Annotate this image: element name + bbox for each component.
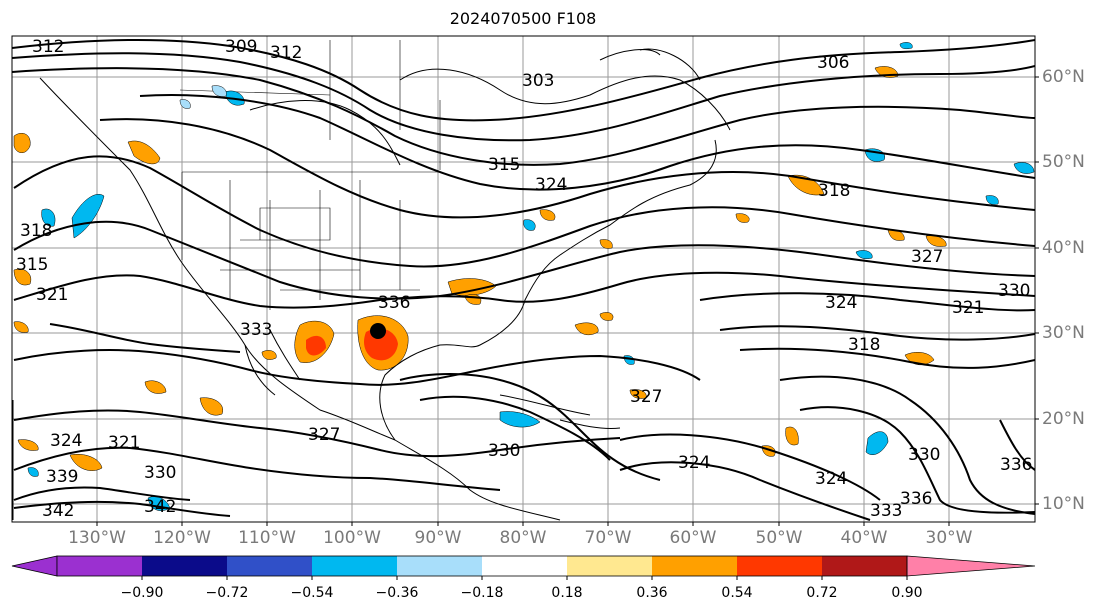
contour-label: 318	[20, 221, 52, 241]
colorbar-tick-label: −0.72	[205, 585, 249, 601]
contour-label: 330	[998, 281, 1030, 301]
colorbar-segment	[397, 556, 482, 576]
lon-label: 100°W	[323, 528, 381, 548]
contour-label: 312	[270, 43, 302, 63]
contour-label: 303	[522, 71, 554, 91]
colorbar-tick-label: −0.18	[460, 585, 504, 601]
contour-label: 336	[900, 489, 932, 509]
contour-label: 327	[308, 425, 340, 445]
contour-label-group: 312 309 312 303 306 315 324 318 327 330 …	[16, 37, 1032, 521]
colorbar-tick-label: −0.36	[375, 585, 419, 601]
contour-label: 330	[144, 463, 176, 483]
contour-label: 336	[1000, 455, 1032, 475]
colorbar-segment	[822, 556, 907, 576]
contour-label: 333	[240, 320, 272, 340]
colorbar-tick-label: −0.54	[290, 585, 334, 601]
colorbar-segment	[567, 556, 652, 576]
lon-label: 110°W	[238, 528, 296, 548]
colorbar-tick-label: −0.90	[120, 585, 164, 601]
lon-label: 60°W	[669, 528, 717, 548]
colorbar-tick-label: 0.18	[551, 585, 583, 601]
colorbar-tick-label: 0.72	[806, 585, 838, 601]
lon-label: 90°W	[414, 528, 462, 548]
colorbar-segment	[227, 556, 312, 576]
contour-label: 324	[815, 469, 847, 489]
colorbar-extend-low	[11, 555, 58, 577]
lon-label: 30°W	[925, 528, 973, 548]
contour-label: 321	[952, 298, 984, 318]
colorbar-tick-label: 0.36	[636, 585, 668, 601]
contour-label: 336	[378, 293, 410, 313]
lat-label: 20°N	[1042, 409, 1085, 429]
contour-label: 315	[488, 155, 520, 175]
colorbar-segment	[57, 556, 142, 576]
contour-label: 318	[848, 335, 880, 355]
lon-label: 80°W	[499, 528, 547, 548]
state-borders	[179, 40, 441, 310]
contour-label: 321	[36, 285, 68, 305]
coastlines	[12, 48, 731, 521]
colorbar-segment	[142, 556, 227, 576]
contour-label: 327	[630, 387, 662, 407]
colorbar-segment	[482, 556, 567, 576]
contour-label: 330	[908, 445, 940, 465]
isentropic-contours	[12, 39, 1035, 521]
contour-label: 330	[488, 441, 520, 461]
contour-label: 327	[911, 247, 943, 267]
contour-label: 312	[32, 37, 64, 57]
colorbar-extend-high	[906, 555, 1036, 577]
lon-label: 70°W	[584, 528, 632, 548]
lon-label: 40°W	[840, 528, 888, 548]
colorbar-segment	[312, 556, 397, 576]
colorbar-tick-label: 0.54	[721, 585, 753, 601]
contour-label: 321	[108, 433, 140, 453]
storm-center-marker	[370, 323, 386, 339]
colorbar	[11, 555, 1036, 580]
contour-label: 324	[535, 175, 567, 195]
lat-label: 30°N	[1042, 323, 1085, 343]
colorbar-segment	[737, 556, 822, 576]
contour-label: 342	[42, 501, 74, 521]
contour-label: 324	[678, 453, 710, 473]
contour-label: 324	[825, 293, 857, 313]
contour-label: 309	[225, 37, 257, 57]
contour-label: 339	[46, 467, 78, 487]
lat-label: 60°N	[1042, 67, 1085, 87]
lon-label: 130°W	[68, 528, 126, 548]
map-title: 2024070500 F108	[449, 9, 597, 28]
contour-label: 318	[818, 181, 850, 201]
positive-anomaly-areas	[13, 66, 947, 471]
lat-label: 40°N	[1042, 238, 1085, 258]
contour-label: 342	[144, 497, 176, 517]
contour-label: 315	[16, 255, 48, 275]
contour-label: 324	[50, 431, 82, 451]
lat-label: 50°N	[1042, 152, 1085, 172]
lon-label: 120°W	[153, 528, 211, 548]
lat-label: 10°N	[1042, 494, 1085, 514]
colorbar-tick-label: 0.90	[891, 585, 923, 601]
lon-label: 50°W	[755, 528, 803, 548]
contour-label: 306	[817, 53, 849, 73]
colorbar-segment	[652, 556, 737, 576]
contour-label: 333	[870, 501, 902, 521]
